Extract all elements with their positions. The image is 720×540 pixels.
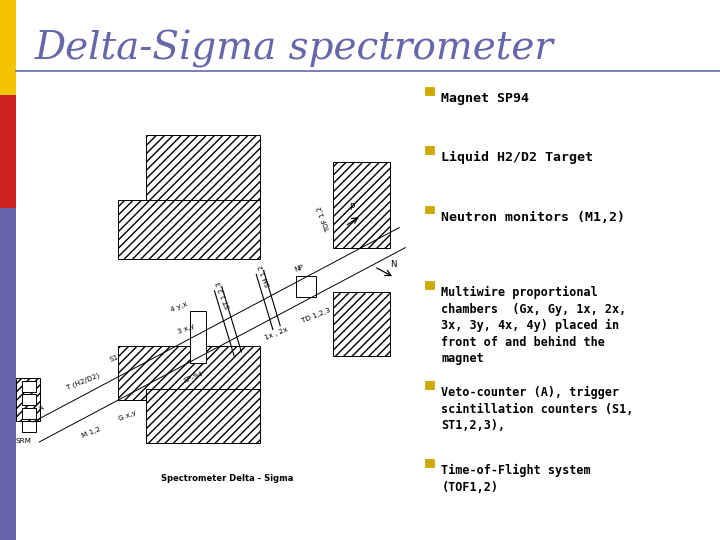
Text: ST 1,2,3: ST 1,2,3 [216, 280, 233, 309]
Bar [22, 408, 36, 418]
Text: SH 1,2: SH 1,2 [257, 264, 271, 287]
Bar [425, 206, 434, 213]
Text: SRM: SRM [16, 438, 32, 444]
Bar [425, 381, 434, 389]
Bar [425, 281, 434, 289]
Text: N: N [390, 260, 397, 269]
Text: Veto-counter (A), trigger
scintillation counters (S1,
ST1,2,3),: Veto-counter (A), trigger scintillation … [441, 386, 634, 432]
Text: Spectrometer Delta - Sigma: Spectrometer Delta - Sigma [161, 474, 294, 483]
Text: SP-94: SP-94 [183, 371, 204, 384]
Bar [189, 312, 206, 363]
Text: Time-of-Flight system
(TOF1,2): Time-of-Flight system (TOF1,2) [441, 464, 591, 494]
Bar [16, 378, 40, 421]
Bar [0, 0, 16, 94]
Text: TD 1,2,3: TD 1,2,3 [301, 308, 331, 325]
Bar [425, 460, 434, 467]
Text: A: A [38, 404, 45, 411]
Text: 1x , 2x: 1x , 2x [264, 327, 289, 341]
Bar [117, 346, 260, 400]
Text: Magnet SP94: Magnet SP94 [441, 92, 529, 105]
Text: T (H2/D2): T (H2/D2) [66, 373, 101, 392]
Bar [333, 292, 390, 356]
Text: M 1,2: M 1,2 [81, 426, 101, 438]
Bar [333, 162, 390, 248]
Text: NP: NP [294, 264, 305, 273]
Bar [22, 381, 36, 392]
Bar [146, 135, 260, 211]
Bar [146, 389, 260, 443]
Bar [296, 276, 316, 298]
Text: G x,y: G x,y [117, 409, 138, 422]
Bar [0, 208, 16, 540]
Bar [425, 146, 434, 154]
Text: Delta-Sigma spectrometer: Delta-Sigma spectrometer [35, 30, 554, 68]
Polygon shape [33, 227, 405, 442]
Text: 4 y,x: 4 y,x [170, 300, 189, 313]
Text: Multiwire proportional
chambers  (Gx, Gy, 1x, 2x,
3x, 3y, 4x, 4y) placed in
fron: Multiwire proportional chambers (Gx, Gy,… [441, 286, 626, 366]
Text: 3 x,y: 3 x,y [176, 323, 195, 335]
Bar [22, 421, 36, 432]
Text: P: P [349, 203, 354, 212]
Text: TOF 1,2: TOF 1,2 [317, 205, 332, 233]
Bar [117, 200, 260, 259]
Bar [22, 394, 36, 405]
Text: Liquid H2/D2 Target: Liquid H2/D2 Target [441, 151, 593, 164]
Bar [425, 87, 434, 94]
Text: S1: S1 [109, 354, 120, 363]
Text: Neutron monitors (M1,2): Neutron monitors (M1,2) [441, 211, 626, 224]
Bar [0, 94, 16, 208]
